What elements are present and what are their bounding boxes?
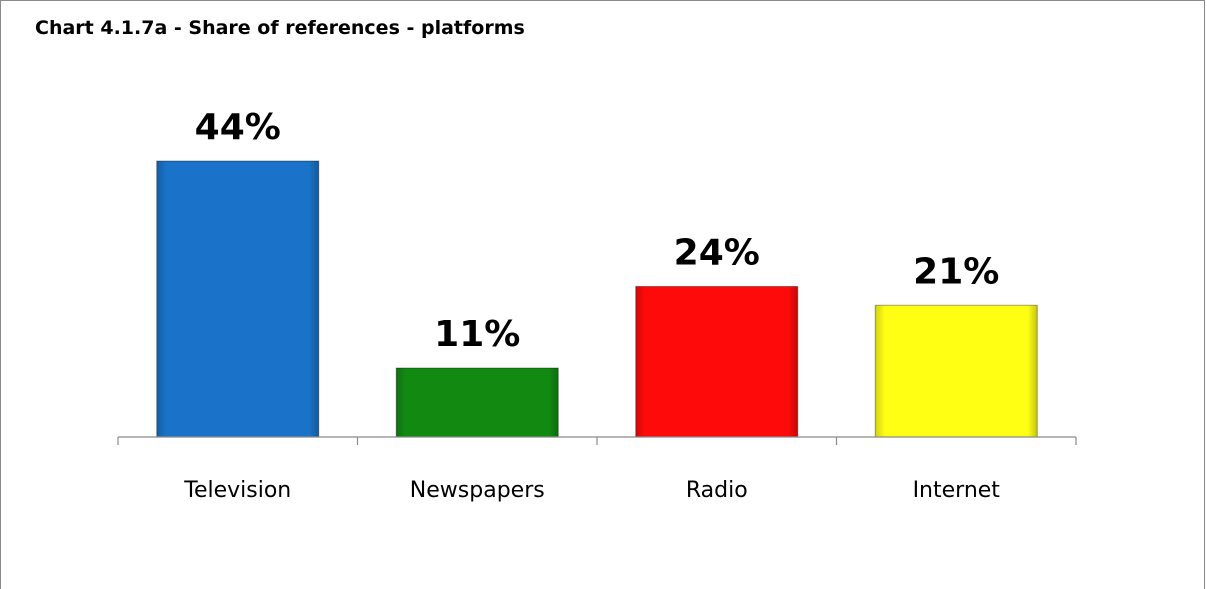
data-label: 24% [674, 232, 760, 273]
bar-shading [156, 161, 319, 437]
chart-title: Chart 4.1.7a - Share of references - pla… [35, 17, 525, 39]
data-label: 11% [434, 314, 520, 355]
bar-shading [396, 368, 559, 437]
bar-shading [875, 305, 1038, 437]
data-label: 44% [195, 107, 281, 148]
x-tick-label: Television [183, 478, 291, 503]
x-tick-label: Newspapers [410, 478, 545, 503]
x-tick-label: Radio [686, 478, 748, 503]
data-label: 21% [913, 251, 999, 292]
bar-shading [635, 286, 798, 437]
x-tick-label: Internet [913, 478, 1001, 503]
